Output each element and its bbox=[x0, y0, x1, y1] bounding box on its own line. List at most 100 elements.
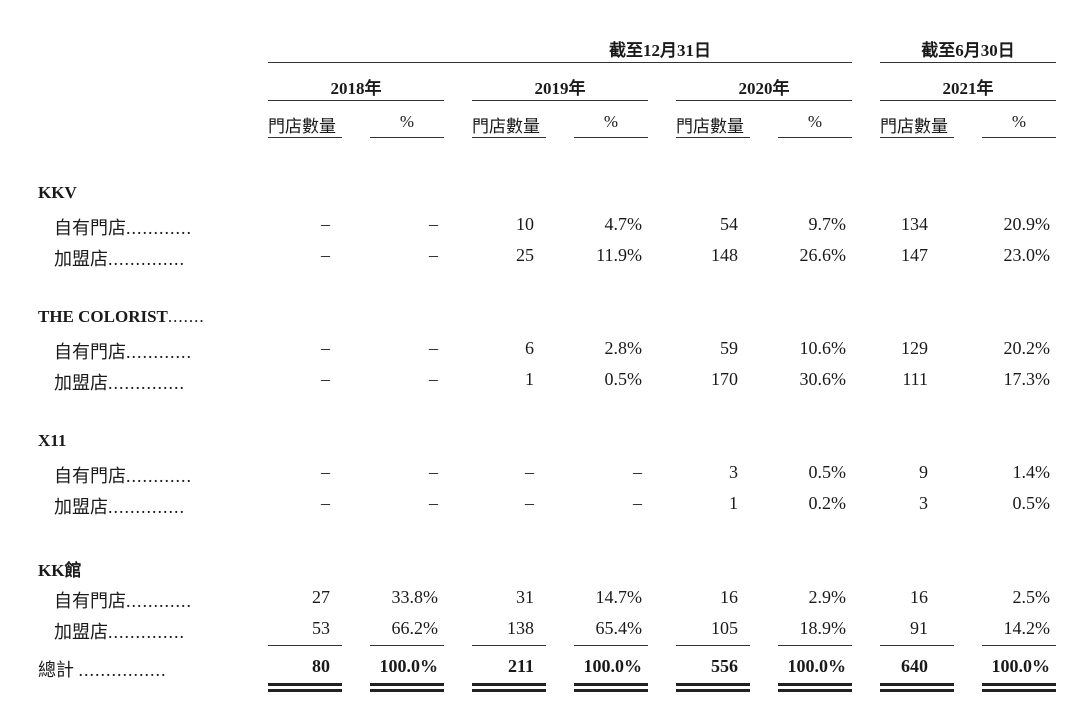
cell: 18.9% bbox=[799, 618, 847, 638]
row-leader: ............ bbox=[126, 342, 192, 362]
col-rule bbox=[880, 137, 954, 138]
total-double-rule bbox=[982, 689, 1056, 692]
cell: – bbox=[525, 462, 534, 482]
row-label: 自有門店............ bbox=[54, 214, 192, 240]
col-header-pct-2019: % bbox=[603, 112, 619, 131]
cell: – bbox=[321, 462, 330, 482]
row-leader: ............ bbox=[126, 591, 192, 611]
row-leader: .............. bbox=[108, 622, 185, 642]
cell: – bbox=[525, 493, 534, 513]
row-label-text: 自有門店 bbox=[54, 591, 126, 611]
total-double-rule bbox=[574, 683, 648, 686]
year-header-2021: 2021年 bbox=[942, 79, 994, 98]
row-leader: ............ bbox=[126, 466, 192, 486]
col-header-count-2020: 門店數量 bbox=[676, 117, 744, 136]
cell: 66.2% bbox=[391, 618, 439, 638]
row-label: 加盟店.............. bbox=[54, 369, 185, 395]
total-cell: 556 bbox=[711, 656, 738, 676]
group-header-jun: 截至6月30日 bbox=[921, 41, 1015, 60]
cell: 111 bbox=[902, 369, 928, 389]
total-leader: ................ bbox=[78, 660, 167, 680]
col-rule bbox=[676, 137, 750, 138]
cell: – bbox=[321, 214, 330, 234]
cell: 20.2% bbox=[1003, 338, 1051, 358]
section-title: KKV bbox=[38, 183, 77, 202]
subtotal-rule bbox=[676, 645, 750, 646]
total-label: 總計 ................ bbox=[38, 656, 167, 682]
cell: 10.6% bbox=[799, 338, 847, 358]
row-label-text: 加盟店 bbox=[54, 622, 108, 642]
cell: – bbox=[429, 369, 438, 389]
cell: 2.9% bbox=[808, 587, 847, 607]
total-cell: 640 bbox=[901, 656, 928, 676]
col-header-count-2019: 門店數量 bbox=[472, 117, 540, 136]
section-title-kkv: KKV bbox=[38, 183, 77, 203]
total-cell: 100.0% bbox=[379, 656, 439, 676]
total-double-rule bbox=[472, 683, 546, 686]
year-rule-2018 bbox=[268, 100, 444, 101]
subtotal-rule bbox=[778, 645, 852, 646]
cell: – bbox=[429, 245, 438, 265]
cell: 20.9% bbox=[1003, 214, 1051, 234]
section-title-kk-guan: KK館 bbox=[38, 556, 81, 581]
cell: 0.5% bbox=[808, 462, 847, 482]
cell: – bbox=[633, 493, 642, 513]
col-header-pct-2021: % bbox=[1011, 112, 1027, 131]
cell: 1 bbox=[729, 493, 738, 513]
year-rule-2021 bbox=[880, 100, 1056, 101]
group-header-dec: 截至12月31日 bbox=[609, 41, 711, 60]
cell: 16 bbox=[720, 587, 738, 607]
cell: – bbox=[321, 493, 330, 513]
year-rule-2020 bbox=[676, 100, 852, 101]
subtotal-rule bbox=[472, 645, 546, 646]
total-double-rule bbox=[982, 683, 1056, 686]
year-header-2020: 2020年 bbox=[738, 79, 790, 98]
cell: – bbox=[321, 369, 330, 389]
total-cell: 80 bbox=[312, 656, 330, 676]
cell: 0.5% bbox=[604, 369, 643, 389]
row-label: 加盟店.............. bbox=[54, 245, 185, 271]
cell: 4.7% bbox=[604, 214, 643, 234]
row-label-text: 自有門店 bbox=[54, 342, 126, 362]
total-cell: 100.0% bbox=[583, 656, 643, 676]
cell: 31 bbox=[516, 587, 534, 607]
total-double-rule bbox=[880, 683, 954, 686]
subtotal-rule bbox=[880, 645, 954, 646]
cell: 54 bbox=[720, 214, 738, 234]
row-leader: .............. bbox=[108, 497, 185, 517]
section-title-x11: X11 bbox=[38, 431, 66, 451]
row-label: 自有門店............ bbox=[54, 587, 192, 613]
row-label-text: 自有門店 bbox=[54, 466, 126, 486]
cell: 30.6% bbox=[799, 369, 847, 389]
subtotal-rule bbox=[268, 645, 342, 646]
section-title-leader: ....... bbox=[167, 307, 205, 326]
total-double-rule bbox=[880, 689, 954, 692]
cell: 9 bbox=[919, 462, 928, 482]
col-rule bbox=[778, 137, 852, 138]
cell: 148 bbox=[711, 245, 738, 265]
section-title: X11 bbox=[38, 431, 67, 450]
col-rule bbox=[472, 137, 546, 138]
cell: 91 bbox=[910, 618, 928, 638]
section-title: THE COLORIST bbox=[38, 307, 168, 326]
total-label-text: 總計 bbox=[38, 660, 74, 680]
row-leader: .............. bbox=[108, 249, 185, 269]
year-header-2019: 2019年 bbox=[534, 79, 586, 98]
cell: 16 bbox=[910, 587, 928, 607]
total-cell: 100.0% bbox=[991, 656, 1051, 676]
total-double-rule bbox=[778, 683, 852, 686]
cell: 33.8% bbox=[391, 587, 439, 607]
total-cell: 211 bbox=[507, 656, 534, 676]
row-label: 自有門店............ bbox=[54, 462, 192, 488]
subtotal-rule bbox=[574, 645, 648, 646]
total-double-rule bbox=[370, 683, 444, 686]
row-label-text: 加盟店 bbox=[54, 249, 108, 269]
group-header-dec-rule bbox=[268, 62, 852, 63]
subtotal-rule bbox=[982, 645, 1056, 646]
year-header-2018: 2018年 bbox=[330, 79, 382, 98]
cell: 59 bbox=[720, 338, 738, 358]
cell: 0.5% bbox=[1012, 493, 1051, 513]
row-leader: .............. bbox=[108, 373, 185, 393]
col-header-pct-2020: % bbox=[807, 112, 823, 131]
cell: – bbox=[429, 462, 438, 482]
